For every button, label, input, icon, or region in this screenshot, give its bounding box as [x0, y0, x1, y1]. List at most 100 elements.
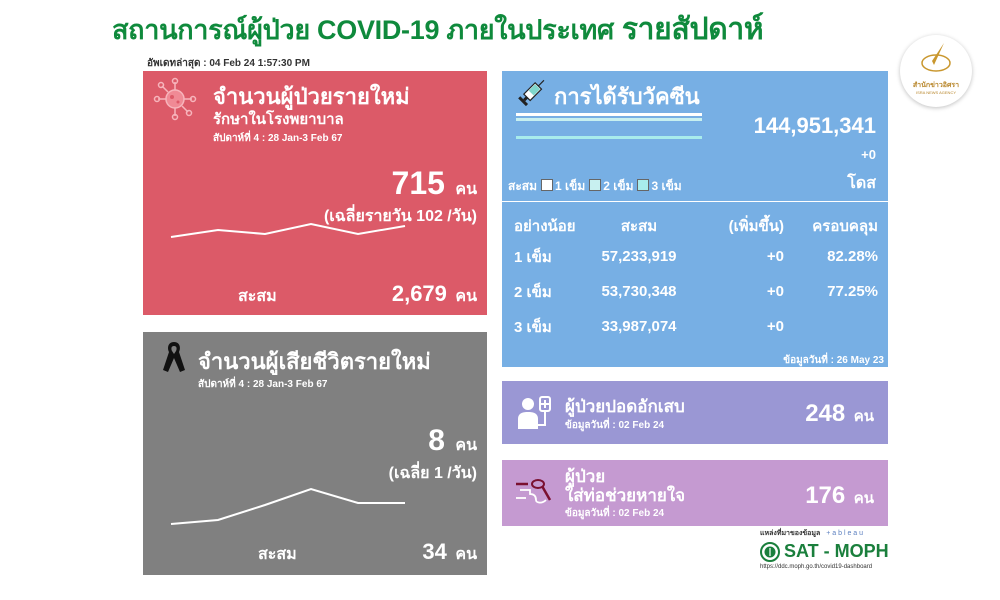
deaths-trend-chart: [170, 487, 405, 525]
legend-dose2: 2 เข็ม: [603, 179, 634, 193]
sat-moph: SAT - MOPH: [784, 541, 889, 561]
deaths-cumulative-label: สะสม: [258, 546, 297, 563]
syringe-icon: [518, 79, 545, 107]
pneumonia-value-row: 248 คน: [805, 400, 874, 428]
title-main: สถานการณ์ผู้ป่วย COVID-19 ภายในประเทศ: [112, 15, 614, 45]
vaccine-total-unit: โดส: [847, 175, 876, 192]
new-cases-title: จำนวนผู้ป่วยรายใหม่: [213, 84, 410, 109]
deaths-cumulative-value: 34: [422, 539, 447, 564]
deaths-cumulative-unit: คน: [455, 546, 477, 563]
new-cases-cumulative-row: 2,679 คน: [392, 281, 477, 309]
data-source: แหล่งที่มาของข้อมูล + a b l e a u SAT - …: [760, 528, 890, 570]
dose-label: 3 เข็ม: [514, 318, 552, 336]
dose-coverage: [784, 309, 878, 344]
moph-emblem-icon: [760, 541, 780, 562]
deaths-average: (เฉลี่ย 1 /วัน): [388, 465, 477, 482]
deaths-value-row: 8 คน: [428, 424, 477, 458]
vaccine-table: อย่างน้อย สะสม (เพิ่มขึ้น) ครอบคลุม 1 เข…: [514, 213, 878, 344]
pneumonia-card: ผู้ป่วยปอดอักเสบ ข้อมูลวันที่ : 02 Feb 2…: [502, 381, 888, 444]
vaccine-title: การได้รับวัคซีน: [554, 84, 700, 109]
vaccine-table-header: อย่างน้อย สะสม (เพิ่มขึ้น) ครอบคลุม: [514, 213, 878, 239]
legend-swatch-dose3: [637, 179, 650, 191]
dose-change: +0: [766, 283, 784, 300]
deaths-title: จำนวนผู้เสียชีวิตรายใหม่: [198, 349, 431, 374]
vaccine-data-date: ข้อมูลวันที่ : 26 May 23: [783, 355, 884, 366]
pneumonia-value: 248: [805, 400, 846, 427]
deaths-card: จำนวนผู้เสียชีวิตรายใหม่ สัปดาห์ที่ 4 : …: [143, 332, 487, 575]
table-row: 3 เข็ม 33,987,074 +0: [514, 309, 878, 344]
logo-sub: ISRA NEWS AGENCY: [915, 90, 956, 95]
title-suffix: รายสัปดาห์: [621, 13, 764, 46]
deaths-cumulative-row: 34 คน: [422, 539, 477, 567]
ventilator-unit: คน: [853, 490, 874, 507]
new-cases-trend-line: [170, 222, 406, 238]
ventilator-tube-icon: [516, 479, 552, 504]
dose-coverage: 77.25%: [827, 283, 878, 300]
deaths-week: สัปดาห์ที่ 4 : 28 Jan-3 Feb 67: [198, 379, 328, 390]
deaths-unit: คน: [455, 437, 477, 454]
table-row: 2 เข็ม 53,730,348 +0 77.25%: [514, 274, 878, 309]
vaccine-divider: [502, 201, 888, 202]
ventilator-value: 176: [805, 482, 846, 509]
vaccine-total-change: +0: [861, 147, 876, 162]
new-cases-cumulative-value: 2,679: [391, 281, 447, 306]
source-label-row: แหล่งที่มาของข้อมูล + a b l e a u: [760, 528, 890, 539]
vaccine-total: 144,951,341: [753, 113, 876, 138]
table-row: 1 เข็ม 57,233,919 +0 82.28%: [514, 239, 878, 274]
dose-cumulative: 33,987,074: [601, 318, 677, 335]
page-title: สถานการณ์ผู้ป่วย COVID-19 ภายในประเทศ ราย…: [112, 6, 764, 53]
source-url[interactable]: https://ddc.moph.go.th/covid19-dashboard: [760, 564, 873, 570]
pen-logo-icon: [921, 43, 951, 72]
vaccine-legend: สะสม 1 เข็ม 2 เข็ม 3 เข็ม: [508, 177, 682, 196]
ventilator-card: ผู้ป่วย ใส่ท่อช่วยหายใจ ข้อมูลวันที่ : 0…: [502, 460, 888, 526]
dose-label: 1 เข็ม: [514, 248, 552, 266]
new-cases-unit: คน: [455, 181, 477, 198]
legend-label: สะสม: [508, 179, 538, 193]
legend-dose1: 1 เข็ม: [555, 179, 586, 193]
new-cases-cumulative-label: สะสม: [238, 288, 277, 305]
new-cases-trend-chart: [170, 222, 406, 238]
new-cases-value: 715: [391, 165, 445, 201]
dose-cumulative: 53,730,348: [601, 283, 677, 300]
vaccine-bar-1: [516, 113, 702, 116]
new-cases-subtitle: รักษาในโรงพยาบาล: [213, 111, 344, 128]
col-at-least: อย่างน้อย: [514, 218, 576, 235]
deaths-value: 8: [428, 424, 445, 457]
tableau-logo: + a b l e a u: [826, 530, 864, 537]
dose-change: +0: [766, 318, 784, 335]
legend-swatch-dose2: [589, 179, 602, 191]
dose-label: 2 เข็ม: [514, 283, 552, 301]
col-coverage: ครอบคลุม: [812, 218, 878, 235]
ventilator-title-line1: ผู้ป่วย: [565, 467, 606, 486]
patient-iv-icon: [518, 396, 551, 429]
legend-swatch-dose1: [541, 179, 554, 191]
col-cumulative: สะสม: [620, 218, 658, 235]
ventilator-value-row: 176 คน: [805, 482, 874, 510]
new-cases-cumulative-unit: คน: [455, 288, 477, 305]
pneumonia-date: ข้อมูลวันที่ : 02 Feb 24: [565, 420, 665, 431]
vaccine-bar-2: [516, 118, 702, 121]
new-cases-week: สัปดาห์ที่ 4 : 28 Jan-3 Feb 67: [213, 133, 343, 144]
dose-change: +0: [766, 248, 784, 265]
black-ribbon-icon: [163, 342, 185, 372]
vaccine-card: การได้รับวัคซีน 144,951,341 +0 โดส สะสม 1…: [502, 71, 888, 367]
isra-logo: สำนักข่าวอิศรา ISRA NEWS AGENCY: [900, 35, 972, 107]
sat-moph-row: SAT - MOPH: [760, 541, 890, 562]
ventilator-title-line2: ใส่ท่อช่วยหายใจ: [565, 486, 686, 505]
source-label: แหล่งที่มาของข้อมูล: [760, 530, 821, 537]
dose-cumulative: 57,233,919: [601, 248, 677, 265]
virus-icon: [153, 77, 197, 121]
col-change: (เพิ่มขึ้น): [728, 218, 784, 235]
pneumonia-unit: คน: [853, 408, 874, 425]
last-updated: อัพเดทล่าสุด : 04 Feb 24 1:57:30 PM: [147, 58, 310, 69]
legend-dose3: 3 เข็ม: [651, 179, 682, 193]
new-cases-card: จำนวนผู้ป่วยรายใหม่ รักษาในโรงพยาบาล สัป…: [143, 71, 487, 315]
logo-name: สำนักข่าวอิศรา: [912, 82, 960, 89]
vaccine-bar-3: [516, 136, 702, 139]
pneumonia-title: ผู้ป่วยปอดอักเสบ: [565, 397, 685, 416]
dose-coverage: 82.28%: [827, 248, 878, 265]
deaths-trend-line: [170, 487, 405, 525]
new-cases-value-row: 715 คน: [392, 165, 477, 202]
ventilator-date: ข้อมูลวันที่ : 02 Feb 24: [565, 508, 665, 519]
new-cases-average: (เฉลี่ยรายวัน 102 /วัน): [323, 208, 477, 225]
